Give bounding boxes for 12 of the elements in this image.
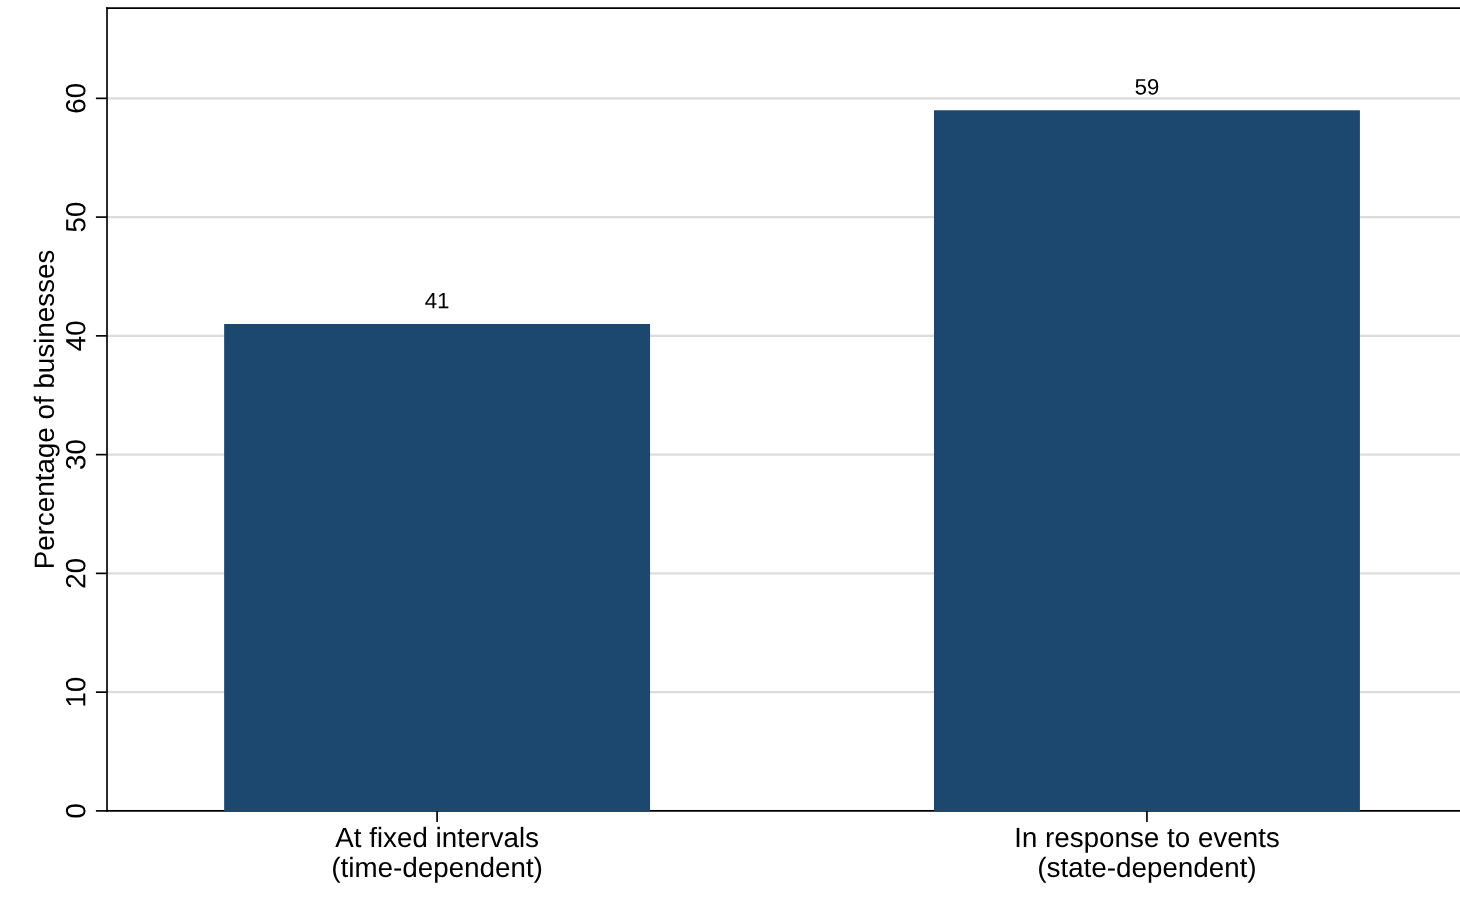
y-tick-label: 50	[65, 202, 86, 232]
data-label: 59	[1135, 78, 1159, 95]
y-tick-label: 60	[65, 83, 86, 113]
x-tick-label: In response to events (state-dependent)	[1016, 827, 1279, 883]
y-tick-label: 30	[65, 440, 86, 470]
y-tick-label: 20	[65, 559, 86, 588]
y-tick-label: 40	[65, 321, 86, 351]
data-label: 41	[425, 292, 449, 309]
y-axis-title: Percentage of businesses	[33, 250, 60, 568]
x-tick-label: At fixed intervals (time-dependent)	[333, 826, 542, 883]
y-tick-label: 10	[65, 677, 86, 706]
y-tick-label: 0	[65, 804, 86, 818]
